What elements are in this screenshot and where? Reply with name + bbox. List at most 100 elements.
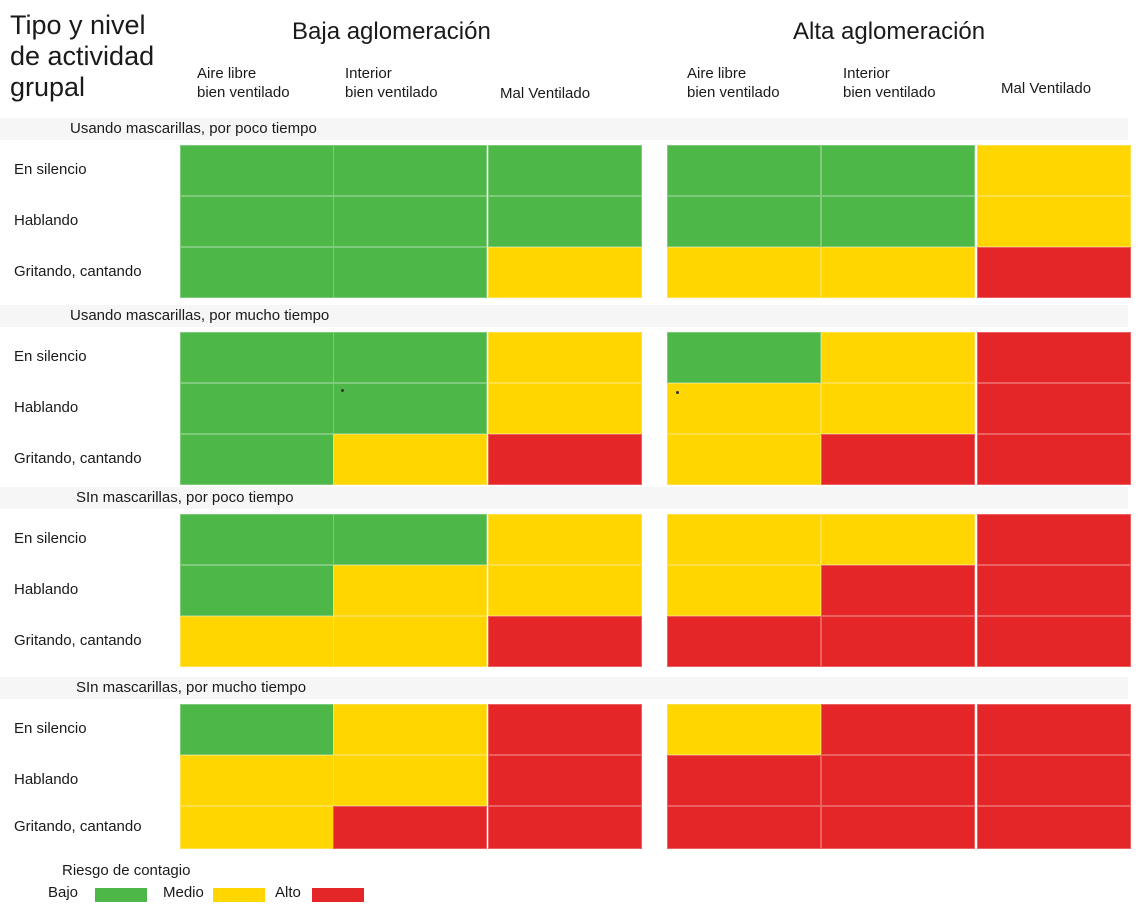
legend-swatch-alto — [312, 888, 364, 902]
heatmap-cell — [333, 383, 487, 434]
heatmap-cell — [333, 616, 487, 667]
heatmap-cell — [333, 434, 487, 485]
heatmap-cell — [667, 383, 821, 434]
heatmap-cell — [333, 704, 487, 755]
heatmap-cell — [821, 332, 975, 383]
heatmap-cell — [977, 247, 1131, 298]
column-header-alta-interior: Interior bien ventilado — [843, 65, 936, 101]
column-header-baja-mal-ventilado: Mal Ventilado — [500, 85, 591, 102]
row-label: En silencio — [14, 347, 87, 365]
column-header-baja-aire-libre: Aire libre bien ventilado — [197, 65, 290, 101]
heatmap-cell — [977, 514, 1131, 565]
legend-label-medio: Medio — [163, 884, 204, 901]
heatmap-cell — [667, 616, 821, 667]
heatmap-cell — [180, 806, 334, 849]
heatmap-cell — [821, 434, 975, 485]
heatmap-cell — [180, 704, 334, 755]
row-label: Hablando — [14, 580, 79, 598]
row-label: Gritando, cantando — [14, 262, 142, 280]
heatmap-cell — [977, 332, 1131, 383]
row-label: En silencio — [14, 160, 87, 178]
heatmap-cell — [977, 755, 1131, 806]
column-header-alta-mal-ventilado: Mal Ventilado — [1001, 80, 1092, 97]
heatmap-cell — [821, 806, 975, 849]
heatmap-cell — [977, 434, 1131, 485]
heatmap-cell — [333, 196, 487, 247]
section-label: Usando mascarillas, por mucho tiempo — [70, 307, 330, 324]
heatmap-cell — [333, 565, 487, 616]
heatmap-cell — [977, 196, 1131, 247]
row-label: Gritando, cantando — [14, 631, 142, 649]
heatmap-cell — [333, 332, 487, 383]
heatmap-cell — [180, 434, 334, 485]
heatmap-cell — [977, 806, 1131, 849]
heatmap-cell — [488, 755, 642, 806]
heatmap-cell — [488, 196, 642, 247]
heatmap-cell — [977, 383, 1131, 434]
section-label: SIn mascarillas, por mucho tiempo — [76, 679, 307, 696]
heatmap-cell — [821, 196, 975, 247]
heatmap-cell — [821, 145, 975, 196]
heatmap-cell — [488, 514, 642, 565]
heatmap-cell — [180, 514, 334, 565]
heatmap-cell — [821, 247, 975, 298]
section-label: Usando mascarillas, por poco tiempo — [70, 120, 317, 137]
group-title-baja: Baja aglomeración — [292, 18, 491, 45]
heatmap-cell — [667, 145, 821, 196]
heatmap-cell — [821, 755, 975, 806]
heatmap-cell — [667, 704, 821, 755]
heatmap-cell — [821, 704, 975, 755]
heatmap-cell — [667, 514, 821, 565]
row-label: Gritando, cantando — [14, 449, 142, 467]
legend-label-alto: Alto — [275, 884, 301, 901]
row-label: En silencio — [14, 719, 87, 737]
heatmap-cell — [977, 145, 1131, 196]
row-label: Hablando — [14, 770, 79, 788]
section-band — [0, 305, 1128, 327]
heatmap-cell — [488, 247, 642, 298]
row-label: Hablando — [14, 211, 79, 229]
heatmap-cell — [667, 755, 821, 806]
column-header-alta-aire-libre: Aire libre bien ventilado — [687, 65, 780, 101]
heatmap-cell — [488, 145, 642, 196]
heatmap-cell — [180, 247, 334, 298]
heatmap-cell — [488, 383, 642, 434]
heatmap-cell — [180, 755, 334, 806]
heatmap-cell — [333, 247, 487, 298]
heatmap-cell — [180, 616, 334, 667]
heatmap-cell — [333, 145, 487, 196]
column-header-baja-interior: Interior bien ventilado — [345, 65, 438, 101]
heatmap-cell — [821, 616, 975, 667]
heatmap-cell — [977, 704, 1131, 755]
section-band — [0, 118, 1128, 140]
heatmap-cell — [180, 565, 334, 616]
heatmap-cell — [333, 514, 487, 565]
group-title-alta: Alta aglomeración — [793, 18, 986, 45]
heatmap-cell — [333, 755, 487, 806]
legend-label-bajo: Bajo — [48, 884, 79, 901]
heatmap-cell — [667, 332, 821, 383]
heatmap-cell — [667, 247, 821, 298]
heatmap-cell — [488, 565, 642, 616]
heatmap-cell — [488, 332, 642, 383]
legend-swatch-medio — [213, 888, 265, 902]
section-label: SIn mascarillas, por poco tiempo — [76, 489, 294, 506]
heatmap-cell — [977, 616, 1131, 667]
section-band — [0, 487, 1128, 509]
marker-dot — [341, 389, 344, 392]
row-label: Hablando — [14, 398, 79, 416]
row-label: En silencio — [14, 529, 87, 547]
heatmap-cell — [667, 806, 821, 849]
chart-title-activity: Tipo y nivel de actividad grupal — [10, 10, 155, 102]
heatmap-cell — [667, 565, 821, 616]
heatmap-cell — [821, 565, 975, 616]
heatmap-cell — [488, 616, 642, 667]
heatmap-cell — [333, 806, 487, 849]
heatmap-cell — [667, 434, 821, 485]
heatmap-cell — [488, 704, 642, 755]
heatmap-cell — [667, 196, 821, 247]
heatmap-cell — [821, 383, 975, 434]
row-label: Gritando, cantando — [14, 817, 142, 835]
heatmap-cell — [180, 196, 334, 247]
heatmap-cell — [180, 383, 334, 434]
